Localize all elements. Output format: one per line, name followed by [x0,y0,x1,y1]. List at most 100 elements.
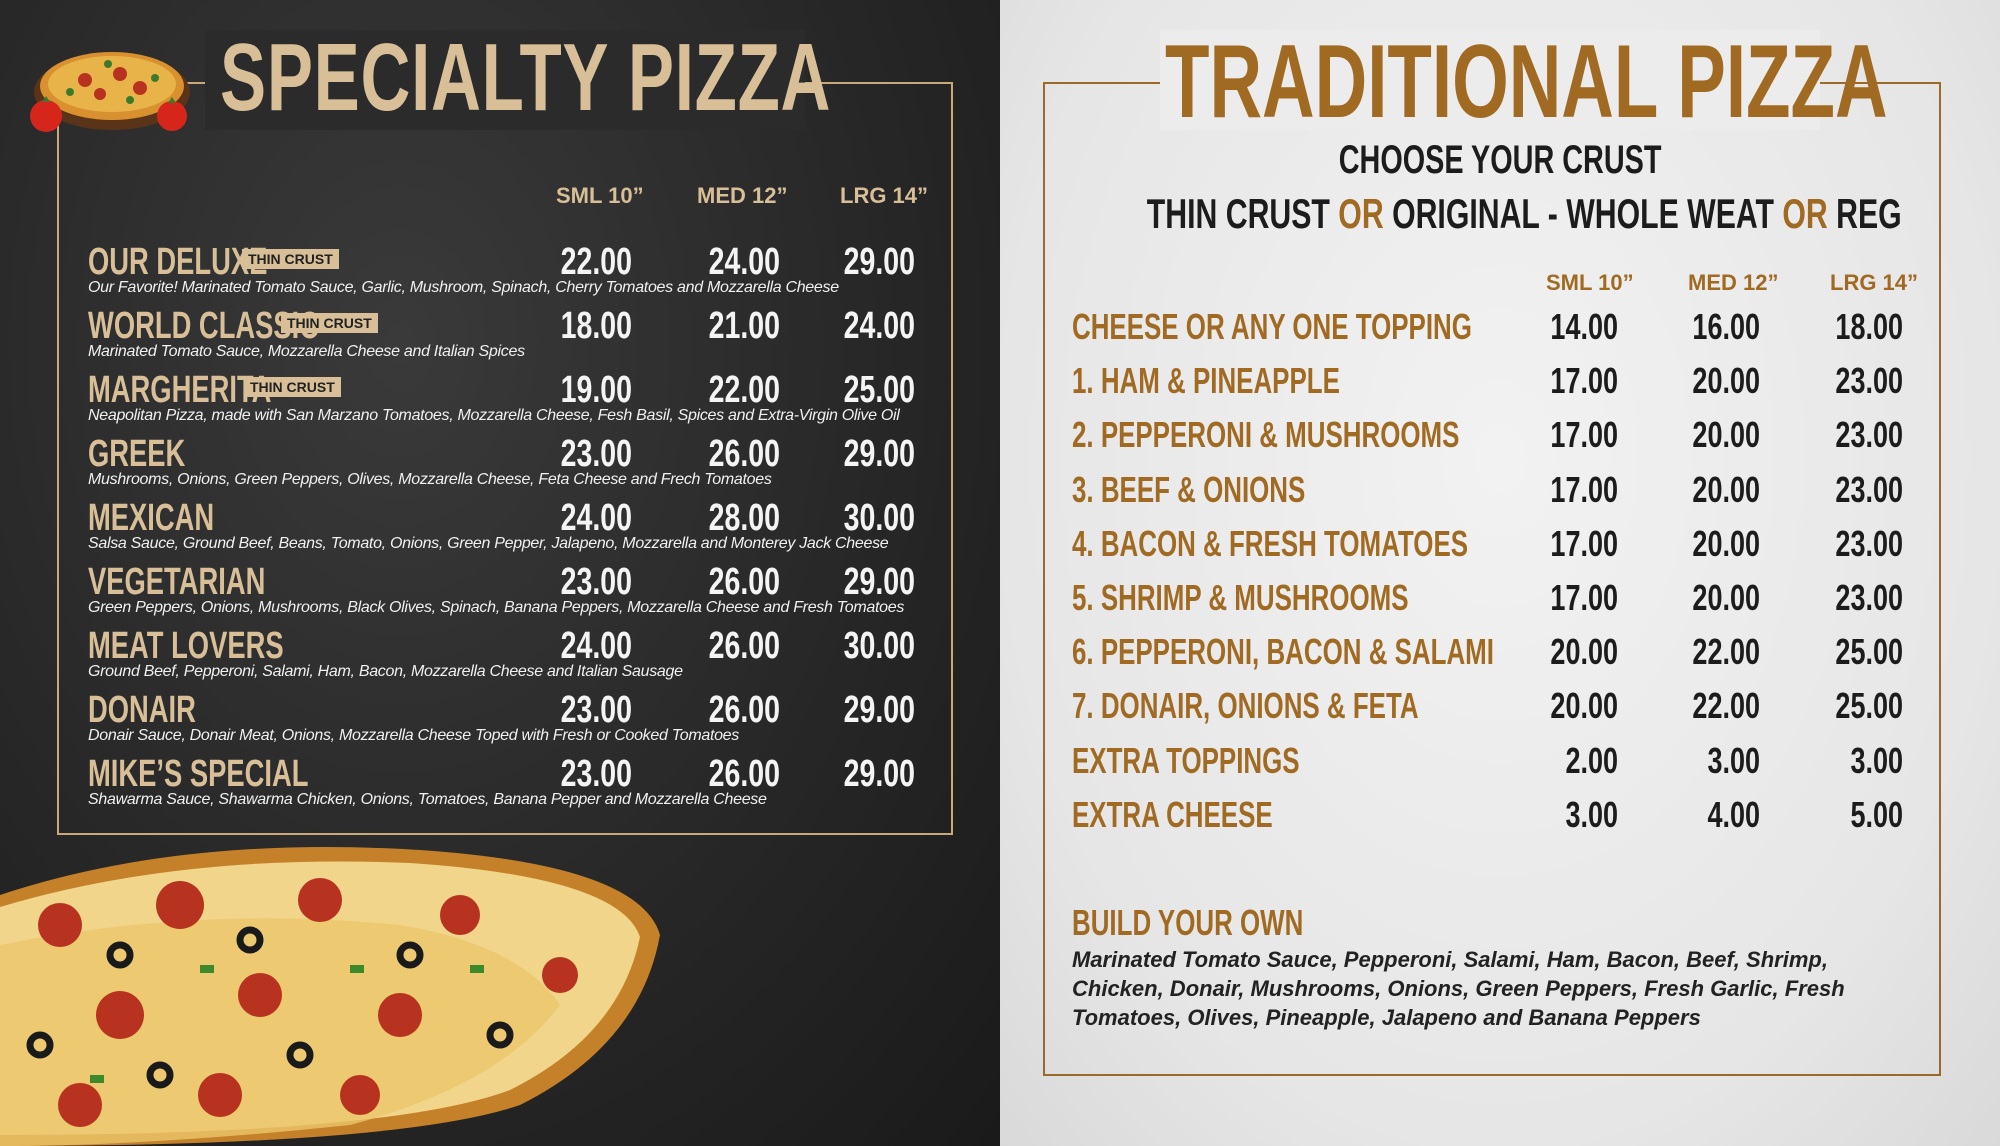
price-large: 5.00 [1850,793,1903,835]
traditional-item: 7. DONAIR, ONIONS & FETA 20.00 22.00 25.00 [1072,688,1912,738]
price-medium: 21.00 [708,305,780,347]
price-medium: 24.00 [708,241,780,283]
price-small: 24.00 [560,625,632,667]
specialty-item: MEAT LOVERS Ground Beef, Pepperoni, Salam… [88,627,928,689]
price-large: 25.00 [1835,631,1903,673]
specialty-item-description: Shawarma Sauce, Shawarma Chicken, Onions… [88,791,767,808]
specialty-item-description: Salsa Sauce, Ground Beef, Beans, Tomato,… [88,535,889,552]
traditional-item: 3. BEEF & ONIONS 17.00 20.00 23.00 [1072,468,1912,522]
specialty-item: MIKE’S SPECIAL Shawarma Sauce, Shawarma C… [88,755,928,817]
price-medium: 20.00 [1692,522,1760,564]
price-large: 23.00 [1835,577,1903,618]
price-large: 30.00 [843,625,915,667]
traditional-header-small: SML 10” [1546,270,1634,295]
specialty-title: SPECIALTY PIZZA [220,24,832,131]
price-large: 29.00 [843,561,915,603]
traditional-title: TRADITIONAL PIZZA [1165,24,1888,140]
specialty-item-description: Donair Sauce, Donair Meat, Onions, Mozza… [88,727,739,744]
price-medium: 22.00 [1692,631,1760,673]
price-medium: 28.00 [708,497,780,539]
price-small: 20.00 [1550,685,1618,727]
price-large: 23.00 [1835,522,1903,564]
traditional-item: EXTRA TOPPINGS 2.00 3.00 3.00 [1072,739,1912,793]
price-large: 29.00 [843,753,915,795]
traditional-item-name: 3. BEEF & ONIONS [1072,468,1306,510]
price-small: 17.00 [1550,522,1618,564]
price-small: 17.00 [1550,468,1618,510]
traditional-item-name: 6. PEPPERONI, BACON & SALAMI [1072,631,1494,673]
traditional-item: EXTRA CHEESE 3.00 4.00 5.00 [1072,793,1912,847]
specialty-header-medium: MED 12” [697,183,788,208]
price-medium: 20.00 [1692,414,1760,456]
price-medium: 26.00 [708,625,780,667]
specialty-header-small: SML 10” [556,183,644,208]
price-medium: 26.00 [708,433,780,475]
thin-crust-badge: THIN CRUST [281,313,378,333]
price-small: 24.00 [560,497,632,539]
price-medium: 22.00 [1692,685,1760,727]
pizza-slice-image [0,847,660,1146]
price-small: 18.00 [560,305,632,347]
traditional-header-medium: MED 12” [1688,270,1779,295]
traditional-panel [1000,0,2000,1146]
price-medium: 20.00 [1692,577,1760,618]
traditional-item-name: 2. PEPPERONI & MUSHROOMS [1072,414,1460,456]
specialty-item-name: OUR DELUXE [88,241,268,283]
traditional-item-name: 4. BACON & FRESH TOMATOES [1072,522,1469,564]
specialty-item-name: DONAIR [88,689,196,731]
specialty-item-description: Our Favorite! Marinated Tomato Sauce, Ga… [88,279,839,296]
specialty-item: MARGHERITA THIN CRUST Neapolitan Pizza, ma… [88,371,928,433]
thin-crust-badge: THIN CRUST [242,249,339,269]
price-small: 22.00 [560,241,632,283]
traditional-item: 6. PEPPERONI, BACON & SALAMI 20.00 22.00 25… [1072,634,1912,684]
price-large: 29.00 [843,241,915,283]
price-large: 23.00 [1835,468,1903,510]
specialty-item-name: WORLD CLASSIC [88,305,320,347]
traditional-item: CHEESE OR ANY ONE TOPPING 14.00 16.00 18.00 [1072,309,1912,359]
price-medium: 20.00 [1692,468,1760,510]
traditional-item: 2. PEPPERONI & MUSHROOMS 17.00 20.00 23.00 [1072,417,1912,467]
price-small: 14.00 [1550,306,1618,347]
traditional-item: 1. HAM & PINEAPPLE 17.00 20.00 23.00 [1072,363,1912,413]
traditional-item-name: 5. SHRIMP & MUSHROOMS [1072,577,1409,618]
price-small: 17.00 [1550,414,1618,456]
traditional-header-large: LRG 14” [1830,270,1919,295]
price-small: 23.00 [560,689,632,731]
specialty-item: VEGETARIAN Green Peppers, Onions, Mushroo… [88,563,928,625]
price-small: 23.00 [560,433,632,475]
price-large: 23.00 [1835,360,1903,402]
price-medium: 22.00 [708,369,780,411]
specialty-item: WORLD CLASSIC THIN CRUST Marinated Tomato … [88,307,928,369]
traditional-item: 5. SHRIMP & MUSHROOMS 17.00 20.00 23.00 [1072,580,1912,630]
specialty-item-name: MEAT LOVERS [88,625,284,667]
traditional-item-name: EXTRA TOPPINGS [1072,739,1300,781]
specialty-header-large: LRG 14” [840,183,929,208]
specialty-item-description: Marinated Tomato Sauce, Mozzarella Chees… [88,343,525,360]
specialty-item-name: MIKE’S SPECIAL [88,753,309,795]
specialty-item-description: Mushrooms, Onions, Green Peppers, Olives… [88,471,772,488]
specialty-item: MEXICAN Salsa Sauce, Ground Beef, Beans, … [88,499,928,561]
price-large: 29.00 [843,689,915,731]
price-medium: 16.00 [1692,306,1760,347]
price-medium: 4.00 [1707,793,1760,835]
traditional-item-name: EXTRA CHEESE [1072,793,1273,835]
price-small: 17.00 [1550,577,1618,618]
price-medium: 26.00 [708,753,780,795]
price-large: 30.00 [843,497,915,539]
pizza-logo-icon [30,52,190,132]
specialty-item-name: MARGHERITA [88,369,272,411]
specialty-item-description: Green Peppers, Onions, Mushrooms, Black … [88,599,905,616]
specialty-item: DONAIR Donair Sauce, Donair Meat, Onions,… [88,691,928,753]
price-small: 3.00 [1565,793,1618,835]
price-small: 20.00 [1550,631,1618,673]
crust-options: THIN CRUST OR ORIGINAL - WHOLE WEAT OR R… [1146,190,1902,237]
traditional-item-name: 1. HAM & PINEAPPLE [1072,360,1340,402]
price-large: 25.00 [843,369,915,411]
specialty-item: OUR DELUXE THIN CRUST Our Favorite! Marina… [88,243,928,305]
price-small: 2.00 [1565,739,1618,781]
build-your-own-title: BUILD YOUR OWN [1072,902,1304,943]
choose-crust-heading: CHOOSE YOUR CRUST [1338,138,1662,182]
traditional-item-name: 7. DONAIR, ONIONS & FETA [1072,685,1419,727]
price-small: 23.00 [560,561,632,603]
specialty-item-name: GREEK [88,433,186,475]
